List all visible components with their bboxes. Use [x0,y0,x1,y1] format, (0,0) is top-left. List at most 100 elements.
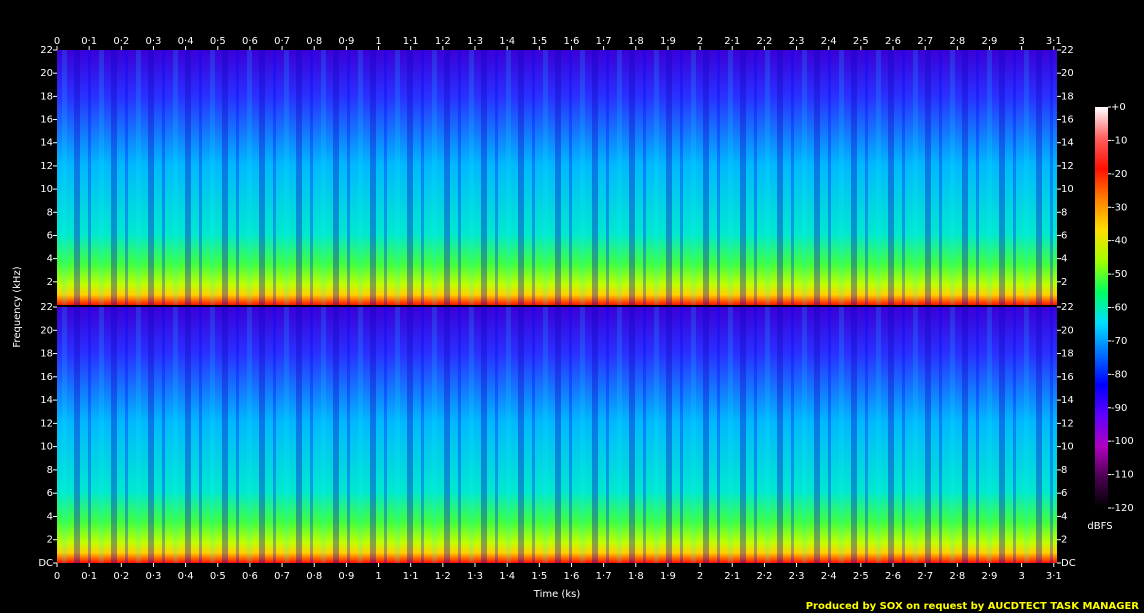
x-tick-label: 1·1 [403,571,419,582]
y-tick-label: 6 [1061,230,1067,241]
y-tick-label: 20 [1061,68,1074,79]
colorbar-tick-label: -50 [1111,269,1127,280]
x-tick-label: 2·4 [821,571,837,582]
x-tick-label: 1·7 [596,571,612,582]
x-tick-label: 1·1 [403,36,419,47]
footer: Produced by SOX on request by AUCDTECT T… [806,601,1140,612]
y-tick-label: 4 [47,254,53,265]
y-tick-label: 22 [40,45,53,56]
x-tick-label: 2·2 [756,36,772,47]
y-tick-label: 6 [47,230,53,241]
x-tick-label: 1·2 [435,571,451,582]
y-tick-label: 6 [1061,488,1067,499]
y-tick-label: 6 [47,488,53,499]
x-tick-label: 3 [1018,36,1024,47]
x-tick-label: 1·8 [628,36,644,47]
x-tick-label: 0 [54,571,60,582]
y-tick-label: 18 [1061,349,1074,360]
x-tick-label: 0·9 [338,571,354,582]
x-tick-label: 0·3 [146,571,162,582]
x-tick-label: 1·6 [564,36,580,47]
y-tick-label: 14 [40,138,53,149]
x-tick-label: 0·1 [81,571,97,582]
y-tick-label: 16 [40,115,53,126]
y-tick-label: 4 [47,511,53,522]
x-tick-label: 0·8 [306,571,322,582]
x-tick-label: 2·7 [917,36,933,47]
y-tick-label: 4 [1061,254,1067,265]
y-tick-label: 16 [40,372,53,383]
y-tick-label: 22 [1061,302,1074,313]
x-tick-label: 0·5 [210,36,226,47]
colorbar-tick-label: -10 [1111,135,1127,146]
colorbar-tick-label: +0 [1111,102,1126,113]
x-tick-label: 2·2 [756,571,772,582]
colorbar-tick-label: -20 [1111,169,1127,180]
y-tick-label: 4 [1061,511,1067,522]
colorbar-tick-label: -40 [1111,236,1127,247]
y-tick-label: 16 [1061,372,1074,383]
x-tick-label: 1 [375,571,381,582]
y-tick-label: 14 [1061,138,1074,149]
x-tick-label: 0·9 [338,36,354,47]
x-tick-label: 1·5 [531,571,547,582]
x-tick-label: 0·2 [113,36,129,47]
y-tick-label: 8 [1061,207,1067,218]
colorbar-tick-label: -80 [1111,369,1127,380]
y-tick-label: 12 [40,418,53,429]
x-tick-label: 2·7 [917,571,933,582]
y-tick-label: 8 [47,465,53,476]
x-tick-label: 2·8 [949,571,965,582]
colorbar-tick-label: -110 [1111,470,1134,481]
y-tick-label: 18 [1061,91,1074,102]
x-tick-label: 1·6 [564,571,580,582]
x-tick-label: 2·9 [982,571,998,582]
x-tick-label: 0·2 [113,571,129,582]
x-tick-label: 0·4 [178,571,194,582]
y-tick-label: 20 [40,325,53,336]
y-tick-label: 2 [1061,535,1067,546]
x-tick-label: 2·6 [885,571,901,582]
y-tick-label: 2 [47,535,53,546]
x-tick-label: 0·7 [274,571,290,582]
colorbar-tick-label: -70 [1111,336,1127,347]
x-tick-label: 0·4 [178,36,194,47]
colorbar-tick-label: -90 [1111,403,1127,414]
x-tick-label: 1·2 [435,36,451,47]
x-tick-label: 0·7 [274,36,290,47]
y-tick-label: 18 [40,91,53,102]
x-tick-label: 1·9 [660,36,676,47]
x-tick-label: 2·6 [885,36,901,47]
x-tick-label: 2 [697,36,703,47]
x-tick-label: 1·9 [660,571,676,582]
x-tick-label: 3·1 [1046,36,1062,47]
x-tick-label: 2·9 [982,36,998,47]
y-tick-label: 2 [1061,277,1067,288]
x-tick-label: 1·8 [628,571,644,582]
colorbar [1095,107,1108,508]
x-tick-label: 1·7 [596,36,612,47]
x-tick-label: 0·1 [81,36,97,47]
x-tick-label: 0·3 [146,36,162,47]
x-tick-label: 0·5 [210,571,226,582]
y-tick-label: 12 [40,161,53,172]
x-tick-label: 0·8 [306,36,322,47]
y-tick-label: 10 [40,184,53,195]
colorbar-tick-label: -120 [1111,503,1134,514]
colorbar-tick-label: -100 [1111,436,1134,447]
y-tick-label: DC [38,558,53,569]
x-tick-label: 2·4 [821,36,837,47]
x-tick-label: 2 [697,571,703,582]
y-tick-label: 12 [1061,161,1074,172]
colorbar-label: dBFS [1087,521,1112,532]
x-tick-label: 2·3 [789,571,805,582]
y-tick-label: 14 [40,395,53,406]
x-tick-label: 2·1 [724,571,740,582]
x-tick-label: 2·5 [853,36,869,47]
y-tick-label: 14 [1061,395,1074,406]
y-tick-label: 16 [1061,115,1074,126]
x-tick-label: 1·3 [467,571,483,582]
y-tick-label: 18 [40,349,53,360]
